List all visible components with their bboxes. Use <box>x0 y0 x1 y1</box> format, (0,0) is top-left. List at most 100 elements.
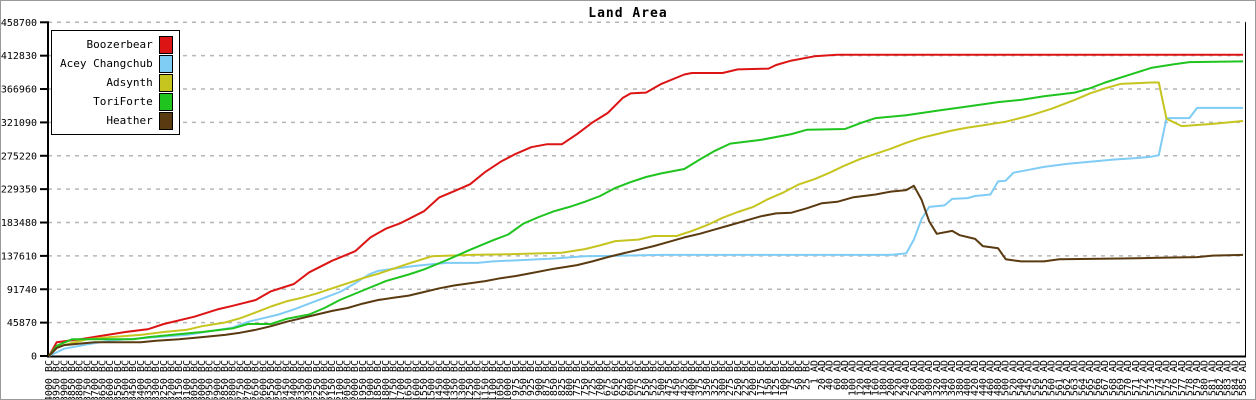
x-axis-label: 2500 BC <box>274 360 285 400</box>
x-axis-label: 582 AD <box>1215 360 1226 396</box>
legend-item-heather: Heather <box>60 111 173 130</box>
x-axis-label: 3800 BC <box>75 360 86 400</box>
x-axis-label: 225 BC <box>741 360 752 396</box>
x-axis-label: 2850 BC <box>220 360 231 400</box>
x-axis-label: 583 AD <box>1223 360 1234 396</box>
x-axis-label: 825 BC <box>557 360 568 396</box>
x-axis-label: 1750 BC <box>388 360 399 400</box>
x-axis-label: 570 AD <box>1123 360 1134 396</box>
x-axis-label: 1250 BC <box>465 360 476 400</box>
x-axis-label: 1350 BC <box>450 360 461 400</box>
x-axis-label: 2800 BC <box>228 360 239 400</box>
x-axis-label: 520 AD <box>1008 360 1019 396</box>
x-axis-label: 574 AD <box>1154 360 1165 396</box>
x-axis-label: 568 AD <box>1108 360 1119 396</box>
x-axis-label: 3550 BC <box>113 360 124 400</box>
legend-item-adsynth: Adsynth <box>60 73 173 92</box>
series-line-toriforte <box>48 60 1244 357</box>
y-axis-label: 45870 <box>7 318 37 329</box>
legend-item-toriforte: ToriForte <box>60 92 173 111</box>
x-axis-label: 160 AD <box>871 360 882 396</box>
x-axis-label: 40 AD <box>825 360 836 390</box>
x-axis-label: 1100 BC <box>488 360 499 400</box>
y-axis-label: 366960 <box>1 85 37 96</box>
x-axis-label: 2750 BC <box>235 360 246 400</box>
x-axis-label: 575 BC <box>633 360 644 396</box>
x-axis-label: 460 AD <box>985 360 996 396</box>
x-axis-label: 567 AD <box>1100 360 1111 396</box>
x-axis-label: 3450 BC <box>128 360 139 400</box>
x-axis-label: 2400 BC <box>289 360 300 400</box>
x-axis-label: 3000 BC <box>197 360 208 400</box>
x-axis-label: 555 AD <box>1039 360 1050 396</box>
x-axis-label: 240 AD <box>901 360 912 396</box>
x-axis-label: 2600 BC <box>258 360 269 400</box>
x-axis-label: 140 AD <box>863 360 874 396</box>
x-axis-label: 2950 BC <box>205 360 216 400</box>
x-axis-label: 625 BC <box>618 360 629 396</box>
legend-label: ToriForte <box>93 95 153 108</box>
x-axis-label: 3350 BC <box>144 360 155 400</box>
y-axis-label: 275220 <box>1 151 37 162</box>
x-axis-label: 561 AD <box>1054 360 1065 396</box>
x-axis-label: 475 BC <box>664 360 675 396</box>
x-axis-label: 2250 BC <box>312 360 323 400</box>
x-axis-label: 1450 BC <box>434 360 445 400</box>
x-axis-label: 571 AD <box>1131 360 1142 396</box>
x-axis-label: 700 BC <box>595 360 606 396</box>
x-axis-label: 3400 BC <box>136 360 147 400</box>
x-axis-label: 1200 BC <box>473 360 484 400</box>
x-axis-label: 2150 BC <box>327 360 338 400</box>
legend-label: Adsynth <box>106 76 153 89</box>
x-axis-label: 2000 BC <box>350 360 361 400</box>
x-axis-label: 569 AD <box>1116 360 1127 396</box>
x-axis-label: 575 AD <box>1161 360 1172 396</box>
series-line-adsynth <box>48 81 1244 357</box>
x-axis-label: 300 AD <box>924 360 935 396</box>
x-axis-label: 60 AD <box>832 360 843 390</box>
x-axis-label: 875 BC <box>542 360 553 396</box>
x-axis-label: 564 AD <box>1077 360 1088 396</box>
y-axis-label: 458700 <box>1 18 37 29</box>
legend-swatch <box>158 92 173 111</box>
x-axis-label: 450 BC <box>672 360 683 396</box>
y-axis-label: 0 <box>31 352 37 363</box>
x-axis-label: 3650 BC <box>98 360 109 400</box>
x-axis-label: 2550 BC <box>266 360 277 400</box>
x-axis-label: 220 AD <box>894 360 905 396</box>
y-axis-label: 91740 <box>7 285 37 296</box>
x-axis-label: 3600 BC <box>105 360 116 400</box>
x-axis-label: 150 BC <box>763 360 774 396</box>
x-axis-label: 3200 BC <box>166 360 177 400</box>
x-axis-label: 577 AD <box>1177 360 1188 396</box>
chart-title: Land Area <box>588 6 668 21</box>
legend-swatch <box>158 111 173 130</box>
legend-swatch <box>158 54 173 73</box>
x-axis-label: 850 BC <box>549 360 560 396</box>
legend-item-boozerbear: Boozerbear <box>60 35 173 54</box>
x-axis-label: 80 AD <box>840 360 851 390</box>
x-axis-label: 500 AD <box>1001 360 1012 396</box>
x-axis-label: 1700 BC <box>396 360 407 400</box>
x-axis-label: 573 AD <box>1146 360 1157 396</box>
x-axis-label: 650 BC <box>610 360 621 396</box>
x-axis-label: 2100 BC <box>335 360 346 400</box>
x-axis-label: 420 AD <box>970 360 981 396</box>
legend-label: Boozerbear <box>86 38 153 51</box>
y-axis-label: 137610 <box>1 251 37 262</box>
x-axis-label: 275 BC <box>725 360 736 396</box>
x-axis-label: 975 BC <box>511 360 522 396</box>
x-axis-label: 565 AD <box>1085 360 1096 396</box>
x-axis-label: 525 BC <box>649 360 660 396</box>
legend-swatch <box>158 35 173 54</box>
x-axis-label: 675 BC <box>603 360 614 396</box>
legend-item-acey-changchub: Acey Changchub <box>60 54 173 73</box>
x-axis-label: 580 AD <box>1200 360 1211 396</box>
x-axis-label: 540 AD <box>1016 360 1027 396</box>
y-axis-label: 321090 <box>1 118 37 129</box>
x-axis-label: 400 AD <box>962 360 973 396</box>
x-axis-label: 725 BC <box>587 360 598 396</box>
x-axis-label: 300 BC <box>718 360 729 396</box>
